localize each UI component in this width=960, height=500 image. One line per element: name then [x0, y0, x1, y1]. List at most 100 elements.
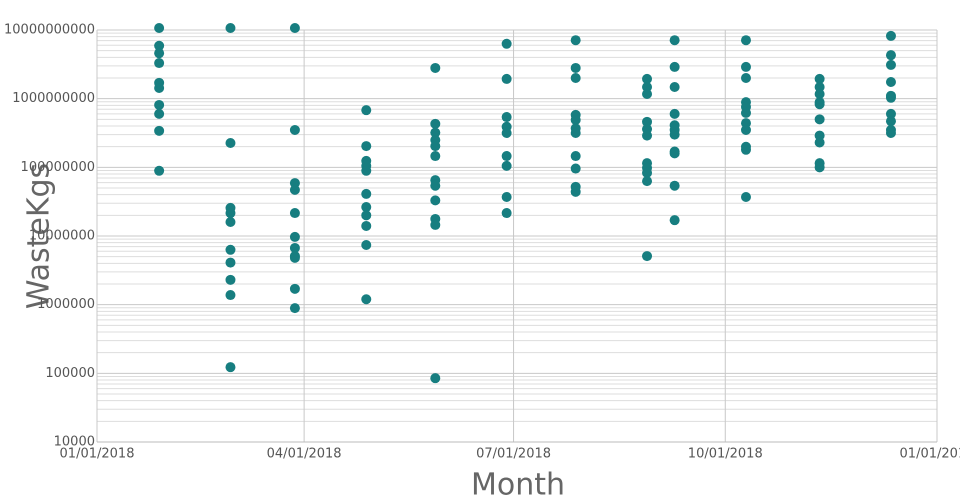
point	[225, 244, 236, 255]
point	[669, 129, 680, 140]
point	[430, 195, 441, 206]
x-tick-label: 04/01/2018	[267, 447, 342, 462]
point	[225, 274, 236, 285]
point	[814, 137, 825, 148]
point	[361, 210, 372, 221]
y-tick-label: 10000	[54, 435, 95, 450]
point	[669, 215, 680, 226]
y-tick-label: 10000000	[29, 229, 95, 244]
x-tick-label: 10/01/2018	[688, 447, 763, 462]
x-tick-label: 07/01/2018	[476, 447, 551, 462]
point	[430, 127, 441, 138]
point	[570, 151, 581, 162]
point	[289, 252, 300, 263]
point	[289, 242, 300, 253]
y-axis-label: WasteKgs	[22, 163, 57, 309]
point	[154, 99, 165, 110]
x-tick-label: 01/01/2018	[60, 447, 135, 462]
point	[570, 62, 581, 73]
point	[814, 130, 825, 141]
point	[430, 62, 441, 73]
point	[814, 99, 825, 110]
point	[885, 76, 896, 87]
point	[642, 130, 653, 141]
point	[740, 144, 751, 155]
point	[501, 151, 512, 162]
point	[814, 81, 825, 92]
point	[814, 73, 825, 84]
point	[669, 35, 680, 46]
point	[361, 294, 372, 305]
point	[642, 73, 653, 84]
point	[669, 61, 680, 72]
point	[740, 124, 751, 135]
point	[225, 257, 236, 268]
point	[501, 73, 512, 84]
point	[154, 48, 165, 59]
point	[570, 114, 581, 125]
point	[885, 59, 896, 70]
point	[570, 72, 581, 83]
point	[361, 220, 372, 231]
point	[501, 128, 512, 139]
point	[885, 116, 896, 127]
point	[501, 191, 512, 202]
point	[501, 38, 512, 49]
point	[570, 128, 581, 139]
point	[814, 88, 825, 99]
point	[225, 22, 236, 33]
point	[289, 303, 300, 314]
y-tick-label: 100000000	[21, 160, 95, 175]
point	[289, 184, 300, 195]
point	[885, 92, 896, 103]
point	[642, 88, 653, 99]
point	[361, 141, 372, 152]
point	[570, 186, 581, 197]
point	[740, 191, 751, 202]
point	[885, 108, 896, 119]
point	[885, 128, 896, 139]
point	[740, 35, 751, 46]
point	[669, 81, 680, 92]
x-tick-label: 01/01/2019	[900, 447, 960, 462]
y-tick-label: 100000	[45, 366, 95, 381]
point	[501, 160, 512, 171]
point	[289, 124, 300, 135]
point	[642, 167, 653, 178]
point	[430, 373, 441, 384]
y-tick-label: 1000000	[37, 297, 95, 312]
point	[570, 163, 581, 174]
point	[885, 30, 896, 41]
point	[642, 81, 653, 92]
point	[225, 216, 236, 227]
y-tick-label: 10000000000	[4, 23, 95, 38]
x-axis-label: Month	[471, 468, 565, 500]
point	[501, 112, 512, 123]
point	[154, 108, 165, 119]
point	[154, 40, 165, 51]
point	[669, 148, 680, 159]
point	[814, 162, 825, 173]
point	[225, 362, 236, 373]
point	[225, 208, 236, 219]
point	[430, 141, 441, 152]
point	[361, 165, 372, 176]
point	[289, 208, 300, 219]
point	[225, 138, 236, 149]
point	[154, 83, 165, 94]
point	[430, 151, 441, 162]
point	[289, 22, 300, 33]
point	[814, 114, 825, 125]
point	[501, 208, 512, 219]
point	[430, 180, 441, 191]
point	[430, 219, 441, 230]
point	[642, 251, 653, 262]
point	[430, 118, 441, 129]
point	[361, 239, 372, 250]
point	[570, 35, 581, 46]
point	[669, 108, 680, 119]
point	[361, 105, 372, 116]
point	[361, 202, 372, 213]
point	[289, 231, 300, 242]
